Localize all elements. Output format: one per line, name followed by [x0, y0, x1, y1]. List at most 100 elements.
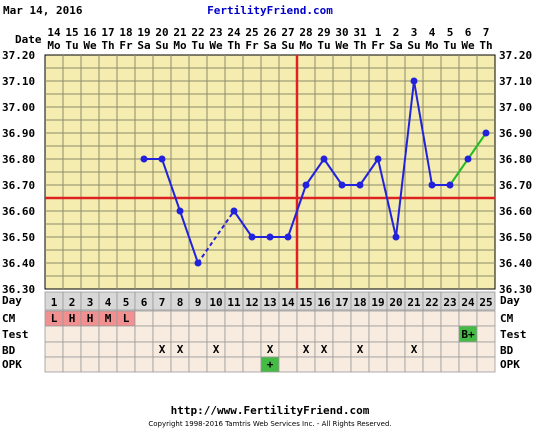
day-cell-value: 3: [87, 296, 94, 309]
temperature-line-segment: [395, 80, 415, 238]
weekday-label: Tu: [65, 39, 78, 52]
date-label: 2: [393, 26, 400, 39]
test-cell: [278, 325, 298, 343]
day-cell-value: 5: [123, 296, 130, 309]
y-tick-label-right: 37.00: [499, 101, 532, 114]
test-cell: [98, 325, 118, 343]
temperature-point: [194, 259, 202, 267]
weekday-label: Th: [353, 39, 366, 52]
temperature-point: [284, 233, 292, 241]
bd-cell: [80, 341, 100, 358]
temperature-point: [176, 207, 184, 215]
date-label: 26: [263, 26, 277, 39]
y-tick-label: 36.30: [2, 283, 35, 296]
cm-cell: [386, 310, 406, 327]
temperature-point: [464, 155, 472, 163]
test-cell: [386, 325, 406, 343]
weekday-label: Sa: [137, 39, 150, 52]
test-row-label-right: Test: [500, 328, 527, 341]
date-label: 7: [483, 26, 490, 39]
day-cell-value: 4: [105, 296, 112, 309]
opk-cell: [476, 356, 496, 373]
weekday-label: Fr: [245, 39, 259, 52]
test-cell: [314, 325, 334, 343]
temperature-series: [140, 77, 490, 267]
test-cell: [206, 325, 226, 343]
bd-cell: [368, 341, 388, 358]
opk-cell: [44, 356, 64, 373]
bd-cell: [386, 341, 406, 358]
cm-cell: [206, 310, 226, 327]
temperature-point: [356, 181, 364, 189]
date-label: 4: [429, 26, 436, 39]
y-tick-label: 37.10: [2, 75, 35, 88]
test-row-label: Test: [2, 328, 29, 341]
day-cell-value: 8: [177, 296, 184, 309]
bd-cell: [224, 341, 244, 358]
top-labels: 14Mo15Tu16We17Th18Fr19Sa20Su21Mo22Tu23We…: [47, 26, 492, 52]
bd-cell: [440, 341, 460, 358]
temperature-point: [410, 77, 418, 85]
weekday-label: Mo: [299, 39, 313, 52]
date-label: 5: [447, 26, 454, 39]
y-tick-label-right: 37.10: [499, 75, 532, 88]
temperature-point: [428, 181, 436, 189]
date-label: 31: [353, 26, 367, 39]
opk-row-label-right: OPK: [500, 358, 520, 371]
day-cell-value: 17: [335, 296, 348, 309]
day-cell-value: 6: [141, 296, 148, 309]
temperature-point: [248, 233, 256, 241]
date-row-label: Date: [15, 33, 42, 46]
day-cell-value: 11: [227, 296, 241, 309]
y-tick-label-right: 36.50: [499, 231, 532, 244]
cm-cell: [440, 310, 460, 327]
test-cell: [476, 325, 496, 343]
bd-cell: [98, 341, 118, 358]
opk-cell: [350, 356, 370, 373]
cm-cell: [242, 310, 262, 327]
temperature-point: [392, 233, 400, 241]
day-cell-value: 15: [299, 296, 312, 309]
bd-cell-value: X: [321, 343, 328, 356]
bd-cell: [476, 341, 496, 358]
projected-line-segment: [467, 132, 487, 160]
opk-cell: [206, 356, 226, 373]
test-cell: [134, 325, 154, 343]
cm-cell: [152, 310, 172, 327]
temperature-line-segment: [377, 158, 397, 238]
cm-cell: [134, 310, 154, 327]
projected-line-segment: [449, 158, 469, 186]
day-cell-value: 13: [263, 296, 276, 309]
y-tick-label: 36.90: [2, 127, 35, 140]
bd-cell-value: X: [411, 343, 418, 356]
cm-cell: [170, 310, 190, 327]
cm-cell: [314, 310, 334, 327]
opk-cell: [152, 356, 172, 373]
cm-cell: [296, 310, 316, 327]
weekday-label: We: [335, 39, 349, 52]
footer-copyright: Copyright 1998-2016 Tamtris Web Services…: [148, 420, 391, 428]
cm-cell-value: M: [105, 312, 112, 325]
test-cell: [440, 325, 460, 343]
date-label: 27: [281, 26, 294, 39]
cm-row-label-right: CM: [500, 312, 514, 325]
opk-cell: [188, 356, 208, 373]
weekday-label: Mo: [47, 39, 61, 52]
date-label: 22: [191, 26, 204, 39]
opk-cell: [386, 356, 406, 373]
footer-url[interactable]: http://www.FertilityFriend.com: [171, 404, 370, 417]
test-cell: [242, 325, 262, 343]
date-label: 23: [209, 26, 222, 39]
weekday-label: Fr: [371, 39, 385, 52]
weekday-label: Tu: [317, 39, 330, 52]
temperature-line-segment: [413, 80, 433, 186]
site-link[interactable]: FertilityFriend.com: [207, 4, 333, 17]
cm-cell: [404, 310, 424, 327]
row-labels: Day Day CM CM Test Test BD BD OPK OPK: [2, 294, 527, 371]
opk-cell: [116, 356, 136, 373]
date-label: 29: [317, 26, 330, 39]
opk-cell: [62, 356, 82, 373]
test-cell-value: B+: [461, 328, 475, 341]
day-cell-value: 22: [425, 296, 438, 309]
